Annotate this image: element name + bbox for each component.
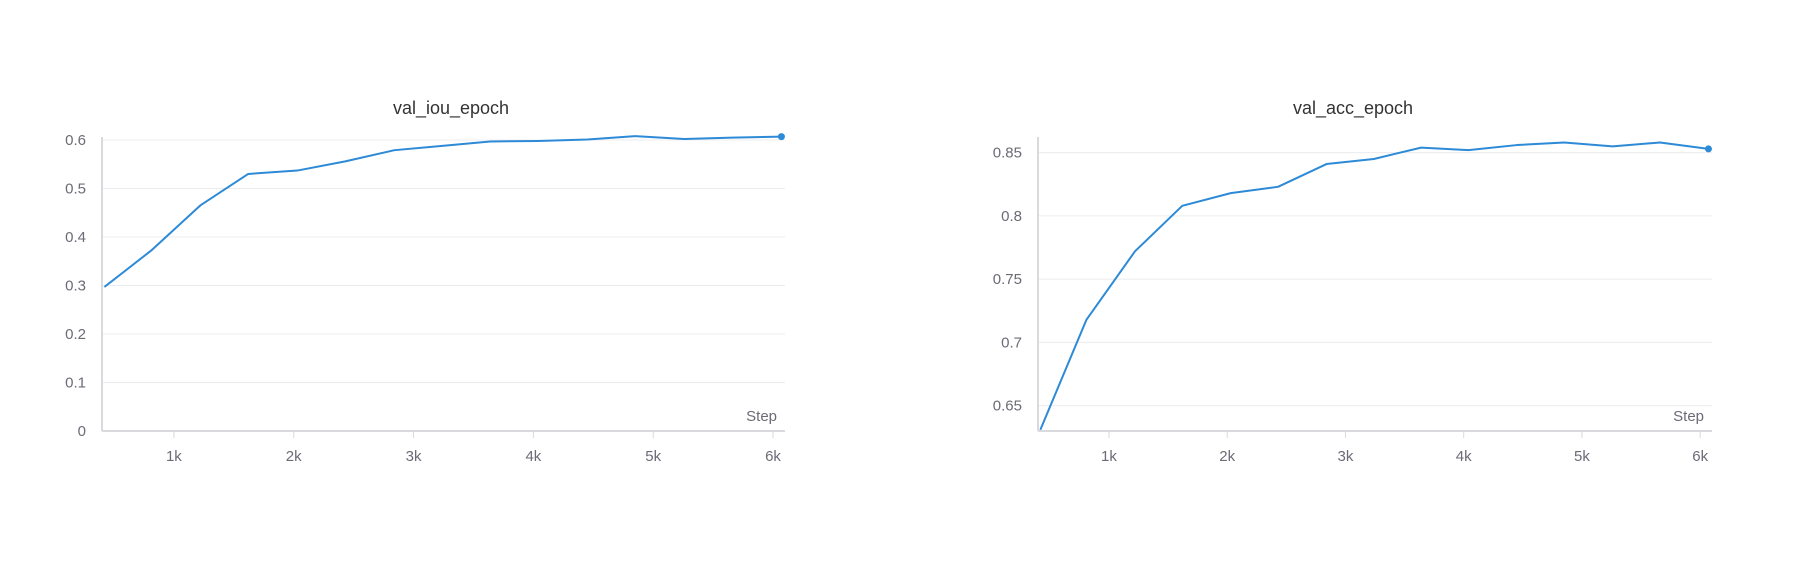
data-point — [777, 133, 785, 141]
y-tick-label: 0.4 — [65, 229, 86, 246]
x-tick-label: 3k — [406, 448, 422, 465]
plot-area[interactable]: 0.65 0.7 0.75 0.8 0.85 1k 2k 3k 4k 5k 6k Step — [902, 0, 1804, 574]
x-tick-label: 6k — [1692, 448, 1708, 465]
y-tick-label: 0.1 — [65, 375, 86, 392]
x-tick-label: 5k — [1574, 448, 1590, 465]
y-tick-label: 0.3 — [65, 278, 86, 295]
y-tick-label: 0 — [78, 423, 86, 440]
data-point — [1467, 149, 1470, 152]
chart-panel-val-iou: val_iou_epoch 0 0.1 0.2 0.3 0.4 0.5 0.6 1k 2k 3k 4… — [0, 0, 902, 574]
data-point — [1372, 157, 1375, 160]
series-line — [103, 135, 782, 288]
chart-panel-val-acc: val_acc_epoch 0.65 0.7 0.75 0.8 0.85 1k 2k 3k 4k… — [902, 0, 1804, 574]
data-point — [1181, 204, 1184, 207]
data-point — [247, 172, 250, 175]
data-point — [1325, 163, 1328, 166]
data-point — [344, 160, 347, 163]
y-tick-label: 0.6 — [65, 132, 86, 149]
y-tick-label: 0.65 — [993, 398, 1022, 415]
data-point — [296, 169, 299, 172]
y-tick-label: 0.85 — [993, 145, 1022, 162]
data-point — [1658, 141, 1661, 144]
data-point — [1420, 146, 1423, 149]
data-point — [537, 139, 540, 142]
data-point — [150, 249, 153, 252]
data-point — [1277, 185, 1280, 188]
y-tick-label: 0.7 — [1001, 334, 1022, 351]
data-point — [393, 149, 396, 152]
data-point — [683, 138, 686, 141]
x-axis-title: Step — [746, 408, 777, 425]
data-point — [441, 144, 444, 147]
x-axis-title: Step — [1673, 408, 1704, 425]
data-point — [489, 140, 492, 143]
plot-area[interactable]: 0 0.1 0.2 0.3 0.4 0.5 0.6 1k 2k 3k 4k 5k 6k Step — [0, 0, 902, 574]
x-tick-label: 4k — [1456, 448, 1472, 465]
data-point — [586, 138, 589, 141]
y-tick-label: 0.75 — [993, 271, 1022, 288]
data-point — [1611, 145, 1614, 148]
x-tick-label: 5k — [645, 448, 661, 465]
data-point — [199, 204, 202, 207]
x-tick-label: 3k — [1338, 448, 1354, 465]
x-tick-label: 2k — [1219, 448, 1235, 465]
data-point — [1085, 318, 1088, 321]
y-tick-label: 0.5 — [65, 181, 86, 198]
y-tick-label: 0.2 — [65, 326, 86, 343]
x-tick-label: 6k — [765, 448, 781, 465]
data-point — [103, 285, 106, 288]
chart-title: val_iou_epoch — [392, 98, 510, 118]
data-point — [1039, 428, 1042, 431]
data-point — [731, 136, 734, 139]
y-tick-label: 0.8 — [1001, 208, 1022, 225]
data-point — [1515, 144, 1518, 147]
x-tick-label: 2k — [286, 448, 302, 465]
data-point — [1704, 145, 1712, 153]
x-tick-label: 4k — [525, 448, 541, 465]
data-point — [1563, 141, 1566, 144]
chart-title: val_acc_epoch — [1292, 98, 1414, 118]
x-tick-label: 1k — [1101, 448, 1117, 465]
series-line — [1039, 141, 1709, 431]
data-point — [1229, 192, 1232, 195]
data-point — [634, 135, 637, 138]
x-tick-label: 1k — [166, 448, 182, 465]
data-point — [1133, 250, 1136, 253]
